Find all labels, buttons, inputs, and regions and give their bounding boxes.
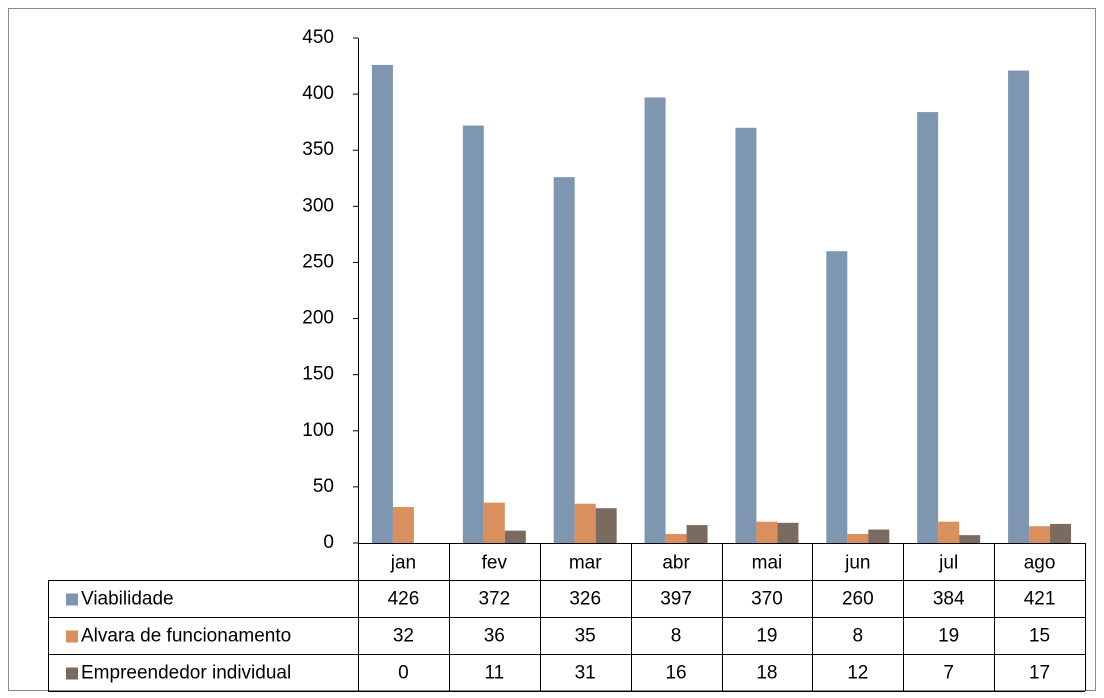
y-tick-label: 250	[302, 251, 334, 272]
bar	[483, 502, 505, 543]
bar	[686, 525, 708, 543]
legend-label: Empreendedor individual	[81, 663, 291, 684]
bar	[938, 521, 960, 543]
legend-key	[66, 593, 78, 606]
table-cell: 12	[847, 663, 868, 684]
y-tick-label: 100	[302, 420, 334, 441]
bar	[504, 530, 526, 543]
table-cell: 35	[575, 626, 596, 647]
y-tick-label: 0	[323, 532, 334, 553]
legend-label: Alvara de funcionamento	[81, 626, 291, 647]
y-tick-label: 150	[302, 364, 334, 385]
table-cell: 16	[665, 663, 686, 684]
table-cell: 0	[398, 663, 409, 684]
bar	[644, 97, 666, 543]
table-cell: 397	[660, 589, 692, 610]
table-cell: 370	[751, 589, 783, 610]
chart-border	[8, 8, 1096, 691]
table-cell: 11	[484, 663, 504, 684]
legend-label: Viabilidade	[81, 589, 174, 610]
table-cell: 32	[393, 626, 414, 647]
y-tick-label: 350	[302, 139, 334, 160]
table-cell: 17	[1029, 663, 1050, 684]
bar	[756, 521, 778, 543]
bar	[553, 177, 575, 543]
legend-key	[66, 667, 78, 680]
bar	[1029, 526, 1051, 543]
x-tick-label: abr	[662, 553, 690, 574]
bar	[392, 507, 414, 543]
bar	[371, 64, 393, 543]
bar	[665, 534, 687, 543]
bar	[574, 503, 596, 543]
table-cell: 421	[1024, 589, 1056, 610]
x-tick-label: fev	[482, 553, 508, 574]
table-cell: 15	[1029, 626, 1050, 647]
table-cell: 8	[853, 626, 864, 647]
bar	[959, 535, 981, 543]
x-tick-label: jan	[390, 553, 416, 574]
y-tick-label: 300	[302, 195, 334, 216]
table-cell: 426	[388, 589, 420, 610]
table-cell: 8	[671, 626, 682, 647]
bar	[595, 508, 617, 543]
bar	[462, 125, 484, 544]
table-cell: 7	[943, 663, 954, 684]
table-cell: 19	[756, 626, 777, 647]
bar	[917, 112, 939, 544]
x-tick-label: mai	[752, 553, 783, 574]
bar	[847, 534, 869, 543]
bar	[868, 529, 890, 543]
table-cell: 372	[478, 589, 510, 610]
table-cell: 384	[933, 589, 965, 610]
table-cell: 19	[938, 626, 959, 647]
y-tick-label: 200	[302, 308, 334, 329]
x-tick-label: mar	[569, 553, 602, 574]
x-tick-label: jun	[844, 553, 870, 574]
x-tick-label: jul	[938, 553, 958, 574]
y-tick-label: 400	[302, 83, 334, 104]
table-cell: 36	[484, 626, 505, 647]
table-cell: 326	[569, 589, 601, 610]
y-tick-label: 50	[313, 476, 334, 497]
bar	[1008, 70, 1030, 544]
table-cell: 31	[575, 663, 596, 684]
bar	[735, 127, 757, 544]
x-tick-label: ago	[1024, 553, 1056, 574]
table-cell: 260	[842, 589, 874, 610]
bar	[1050, 523, 1072, 543]
bar	[777, 522, 799, 543]
legend-key	[66, 630, 78, 643]
table-cell: 18	[756, 663, 777, 684]
bar	[826, 251, 848, 543]
y-tick-label: 450	[302, 27, 334, 48]
